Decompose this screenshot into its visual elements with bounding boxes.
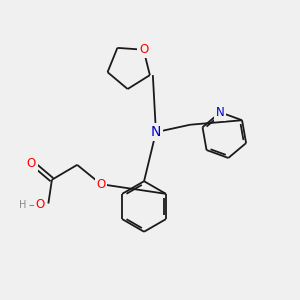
Text: N: N — [151, 125, 161, 139]
Text: O: O — [139, 43, 148, 56]
Text: O: O — [26, 157, 36, 170]
Text: H: H — [19, 200, 26, 210]
Text: O: O — [35, 199, 45, 212]
Text: N: N — [216, 106, 225, 119]
Text: O: O — [96, 178, 106, 191]
